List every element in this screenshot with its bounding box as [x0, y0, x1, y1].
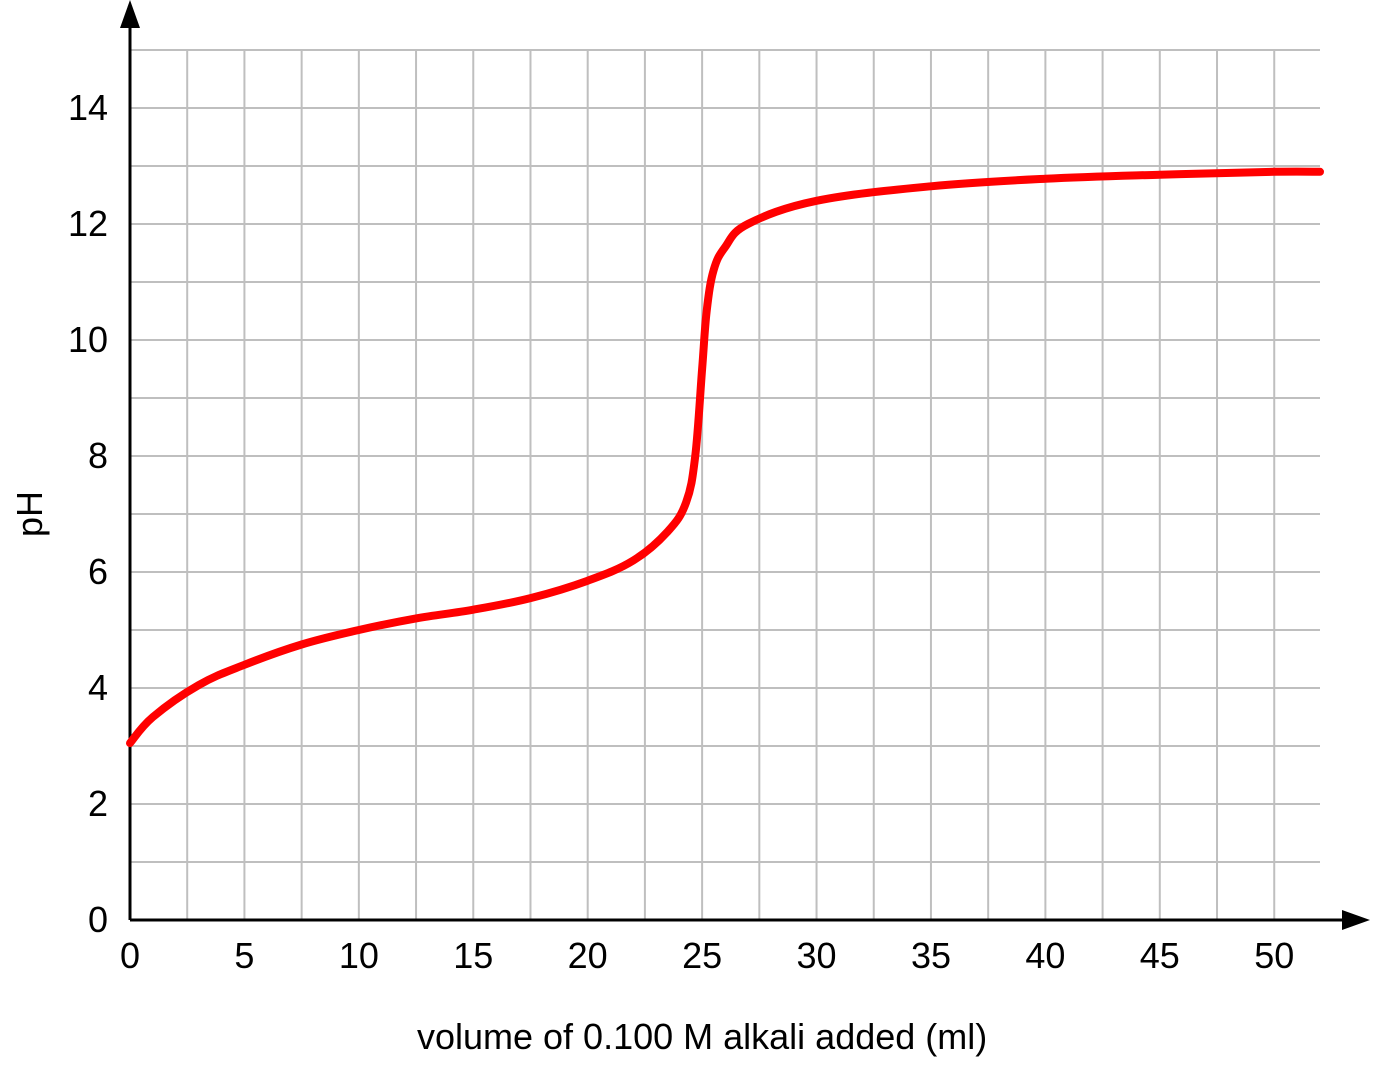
y-tick-label: 6 [88, 551, 108, 592]
x-tick-label: 0 [120, 935, 140, 976]
y-tick-label: 2 [88, 783, 108, 824]
x-tick-label: 15 [453, 935, 493, 976]
y-tick-label: 14 [68, 87, 108, 128]
x-tick-label: 50 [1254, 935, 1294, 976]
x-tick-label: 25 [682, 935, 722, 976]
titration-chart: 0 5 10 15 20 25 30 35 40 45 50 0 2 4 6 8 10 12 14 volume of… [0, 0, 1400, 1069]
x-tick-label: 30 [797, 935, 837, 976]
x-tick-label: 35 [911, 935, 951, 976]
x-tick-label: 5 [234, 935, 254, 976]
x-tick-label: 45 [1140, 935, 1180, 976]
x-tick-label: 10 [339, 935, 379, 976]
x-axis-label: volume of 0.100 M alkali added (ml) [417, 1016, 987, 1057]
y-tick-label: 0 [88, 899, 108, 940]
y-tick-label: 8 [88, 435, 108, 476]
x-tick-label: 20 [568, 935, 608, 976]
y-tick-label: 12 [68, 203, 108, 244]
x-tick-label: 40 [1025, 935, 1065, 976]
y-tick-label: 10 [68, 319, 108, 360]
y-tick-label: 4 [88, 667, 108, 708]
y-axis-label: pH [9, 491, 50, 537]
